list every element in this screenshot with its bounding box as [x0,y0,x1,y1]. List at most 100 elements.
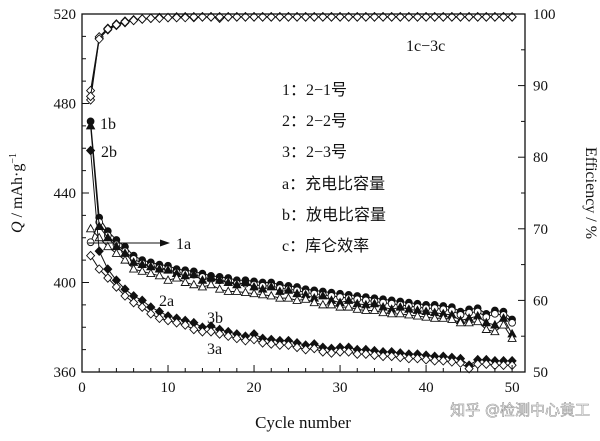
data-point-3c [240,12,251,22]
data-point-2b [223,277,233,286]
data-point-3a [361,349,371,359]
x-tick-label: 10 [161,380,176,396]
legend-item: 2：2−2号 [282,112,347,130]
data-point-3a [197,326,208,337]
data-point-2a [386,308,397,318]
data-point-2a [507,333,517,342]
data-point-3c [369,12,380,22]
data-point-2a [120,254,130,264]
legend-item: a：充电比容量 [282,175,385,193]
y2-tick-label: 60 [533,293,548,309]
data-point-3c [378,12,388,22]
data-point-2b [189,269,199,279]
data-point-3c [94,34,104,44]
y2-tick-label: 100 [533,7,556,23]
data-point-3a [301,344,311,355]
data-point-2a [429,313,440,322]
data-point-2a [111,248,122,257]
data-point-3c [232,12,242,22]
data-point-3a [215,329,225,339]
annotation-1b: 1b [100,116,116,133]
data-point-2a [292,295,302,304]
data-point-3c [430,12,440,22]
data-point-2b [266,281,277,291]
data-point-2a [326,299,337,309]
series-line-2c [90,16,513,91]
data-point-2a [103,241,113,251]
data-point-3a [137,302,147,312]
data-point-3c [171,12,182,23]
legend: 1：2−1号 2：2−2号 3：2−3号 a：充电比容量 b：放电比容量 c：库… [282,81,386,255]
data-point-2a [455,317,466,327]
data-point-3a [292,342,302,353]
series-3c [85,12,517,102]
data-point-2a [464,317,474,327]
data-point-3a [206,326,216,337]
data-point-3c [103,24,113,34]
data-point-3c [473,12,483,22]
y2-tick-label: 70 [533,222,548,238]
series-2a [85,223,517,342]
data-point-2b [240,277,251,286]
data-point-2a [223,286,233,295]
data-point-2a [378,307,388,317]
arrowhead-icon [160,239,170,247]
x-tick-label: 30 [333,380,348,396]
legend-item: 3：2−3号 [282,143,347,161]
x-tick-label: 50 [505,380,520,396]
data-point-3a [352,349,362,359]
data-point-3a [326,348,337,358]
data-point-2a [438,313,449,322]
data-point-3c [335,12,345,22]
data-point-3c [481,12,491,22]
data-point-3c [490,12,500,22]
data-point-3c [146,13,156,24]
data-point-2a [447,314,457,323]
y2-tick-label: 50 [533,365,548,381]
data-point-3c [387,12,397,22]
data-point-3a [189,324,199,335]
data-point-3c [215,12,225,22]
data-point-3a [455,358,466,368]
data-point-3a [309,343,319,354]
data-point-3a [85,250,96,261]
x-axis-label: Cycle number [255,413,351,432]
data-point-3a [412,353,423,364]
data-point-2b [103,232,113,242]
data-point-2a [266,290,277,300]
data-point-2a [421,312,431,321]
data-point-2a [318,299,328,309]
data-point-2b [163,265,173,274]
data-point-2a [369,305,380,314]
data-point-2a [94,232,104,242]
data-point-3c [395,12,405,22]
data-point-3a [498,360,509,371]
annotation-2a: 2a [159,293,174,310]
data-point-2b [214,275,225,284]
data-point-2a [154,270,165,280]
data-point-3c [189,12,199,22]
data-point-3c [318,12,328,22]
data-marks [85,12,517,374]
data-point-3a [335,347,345,357]
data-point-2a [240,287,251,297]
data-point-3c [180,12,190,23]
data-point-3c [120,17,130,27]
y-axis-label: Q / mAh·g−1 [8,153,26,233]
data-point-3c [266,12,276,22]
data-point-2a [214,284,225,293]
data-point-3a [180,320,190,330]
data-point-3c [507,12,517,22]
data-point-3a [318,347,328,357]
data-point-2b [85,120,96,130]
data-point-3c [326,12,337,22]
data-point-2a [232,286,242,295]
data-point-2a [309,297,320,307]
data-point-3c [163,12,173,23]
data-point-3c [85,91,96,102]
data-point-3a [163,315,173,326]
data-point-3a [430,355,440,366]
data-point-3c [301,12,311,22]
data-point-2a [257,289,268,299]
data-point-2a [85,223,96,233]
